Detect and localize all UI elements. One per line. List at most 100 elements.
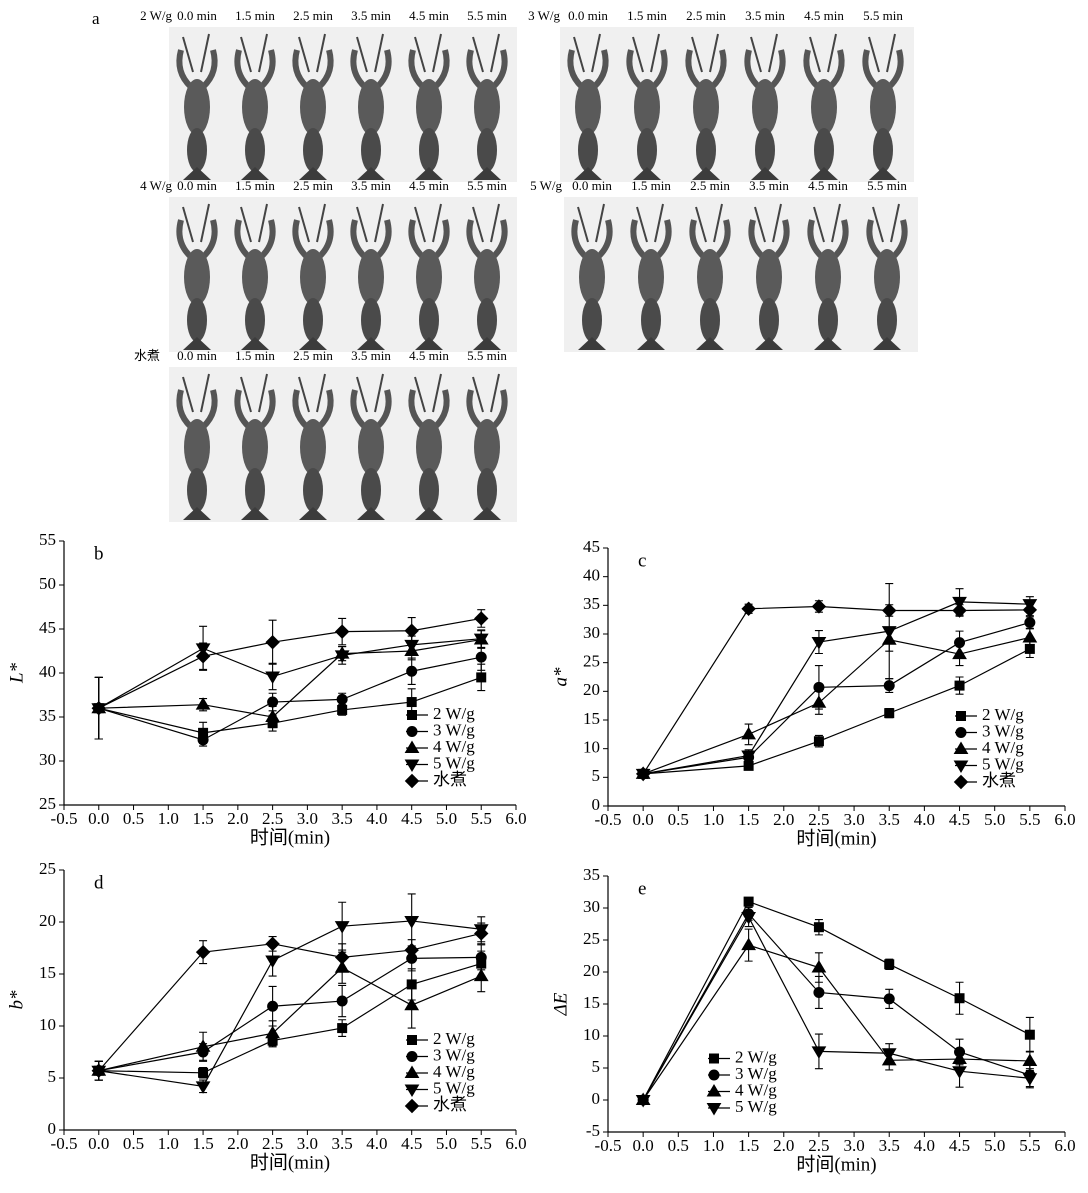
y-tick-label: 5 [592,766,601,785]
data-point [198,735,208,745]
y-tick-label: 15 [39,963,56,982]
carapace [184,419,210,475]
carapace [416,249,442,305]
y-tick-label: 30 [583,897,600,916]
legend-marker [408,711,417,720]
abdomen [245,128,265,172]
data-point [337,996,347,1006]
panel-label: d [94,872,104,893]
time-label: 2.5 min [690,178,730,193]
y-tick-label: 30 [39,750,56,769]
y-tick-label: 35 [583,865,600,884]
legend-marker [408,1036,417,1045]
x-tick-label: 6.0 [1054,810,1075,829]
abdomen [303,298,323,342]
y-tick-label: 45 [39,618,56,637]
x-tick-label: 5.5 [1019,810,1040,829]
time-label: 1.5 min [235,8,275,23]
abdomen [419,128,439,172]
y-tick-label: 25 [583,652,600,671]
time-label: 1.5 min [235,348,275,363]
abdomen [637,128,657,172]
time-label: 1.5 min [235,178,275,193]
photo-group: 2 W/g0.0 min1.5 min2.5 min3.5 min4.5 min… [140,8,517,182]
time-label: 4.5 min [409,178,449,193]
x-axis-label: 时间(min) [250,1151,330,1173]
data-point [814,987,824,997]
data-point [814,923,823,932]
panel-label: b [94,543,104,564]
abdomen [245,468,265,512]
time-label: 5.5 min [867,178,907,193]
panel-label: c [638,550,646,571]
time-label: 3.5 min [351,8,391,23]
x-tick-label: 5.5 [1019,1136,1040,1155]
carapace [811,79,837,135]
legend-marker [709,1070,719,1080]
photo-background [560,27,914,182]
abdomen [696,128,716,172]
y-tick-label: 40 [583,566,600,585]
time-label: 2.5 min [293,8,333,23]
x-tick-label: -0.5 [595,810,622,829]
legend-marker [710,1054,719,1063]
data-point [407,698,416,707]
carapace [300,249,326,305]
abdomen [477,298,497,342]
figure: a2 W/g0.0 min1.5 min2.5 min3.5 min4.5 mi… [0,0,1088,1188]
abdomen [361,468,381,512]
y-tick-label: 5 [48,1067,57,1086]
abdomen [759,298,779,342]
x-tick-label: 5.0 [984,810,1005,829]
time-label: 5.5 min [467,178,507,193]
y-tick-label: 5 [592,1057,601,1076]
legend-marker [957,712,966,721]
x-tick-label: 1.5 [192,1134,213,1153]
x-tick-label: 0.5 [668,1136,689,1155]
y-tick-label: 40 [39,662,56,681]
x-axis-label: 时间(min) [796,827,876,849]
x-tick-label: 4.5 [949,1136,970,1155]
x-axis-label: 时间(min) [250,826,330,848]
data-point [199,1068,208,1077]
panel-label: e [638,878,646,899]
abdomen [245,298,265,342]
photo-background [169,27,517,182]
abdomen [187,128,207,172]
x-tick-label: 1.0 [703,1136,724,1155]
carapace [870,79,896,135]
x-tick-label: 2.0 [227,1134,248,1153]
y-tick-label: 35 [583,594,600,613]
y-tick-label: 55 [39,530,56,549]
carapace [752,79,778,135]
data-point [337,694,347,704]
carapace [474,249,500,305]
y-tick-label: 15 [583,709,600,728]
carapace [638,249,664,305]
abdomen [187,298,207,342]
carapace [756,249,782,305]
y-tick-label: 50 [39,574,56,593]
time-label: 5.5 min [467,8,507,23]
carapace [575,79,601,135]
photo-group: 4 W/g0.0 min1.5 min2.5 min3.5 min4.5 min… [140,178,517,352]
x-tick-label: 6.0 [505,809,526,828]
carapace [242,249,268,305]
x-tick-label: 2.0 [773,1136,794,1155]
carapace [300,419,326,475]
time-label: 2.5 min [686,8,726,23]
y-axis-label: ΔE [550,992,571,1016]
abdomen [477,468,497,512]
x-tick-label: 2.5 [808,810,829,829]
x-tick-label: 5.5 [471,809,492,828]
abdomen [303,128,323,172]
abdomen [877,298,897,342]
group-label: 5 W/g [530,178,562,193]
group-label: 4 W/g [140,178,172,193]
group-label: 2 W/g [140,8,172,23]
x-tick-label: 1.5 [192,809,213,828]
abdomen [755,128,775,172]
y-axis-label: L* [6,662,27,684]
y-tick-label: 10 [39,1015,56,1034]
abdomen [419,468,439,512]
